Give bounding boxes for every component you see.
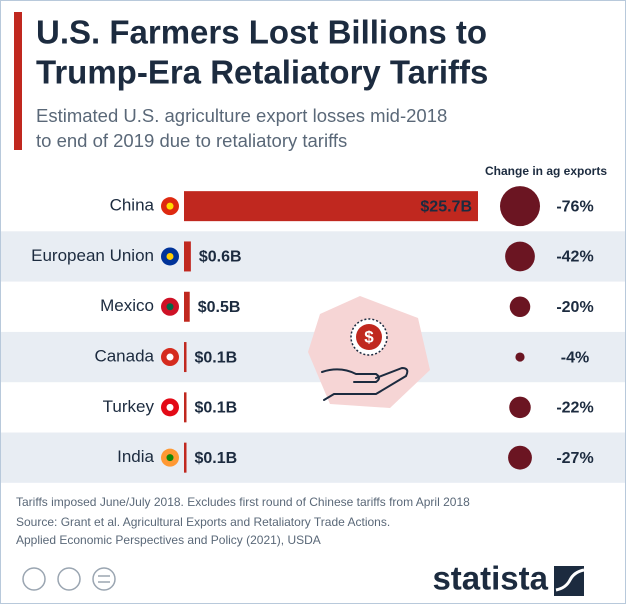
change-bubble [509, 296, 531, 318]
bar [184, 191, 478, 222]
chart-title: U.S. Farmers Lost Billions to [36, 14, 487, 51]
bar [184, 392, 187, 423]
value-label: $0.5B [198, 299, 241, 316]
flag-detail [166, 454, 174, 462]
chart-subtitle: to end of 2019 due to retaliatory tariff… [36, 130, 347, 151]
value-label: $0.1B [195, 450, 238, 467]
brand-logo: statista [432, 560, 548, 597]
bar [184, 342, 187, 373]
chart-title: Trump-Era Retaliatory Tariffs [36, 54, 488, 91]
change-label: -4% [561, 349, 589, 366]
source: Source: Grant et al. Agricultural Export… [16, 515, 390, 529]
bar [184, 291, 190, 322]
value-label: $0.1B [195, 400, 238, 417]
category-label: European Union [31, 246, 154, 265]
column-title: Change in ag exports [485, 164, 607, 178]
value-label: $0.6B [199, 249, 242, 266]
category-label: Mexico [100, 296, 154, 315]
accent-bar [14, 12, 22, 150]
svg-text:$: $ [364, 327, 374, 346]
bar [184, 241, 191, 272]
change-bubble [508, 445, 532, 470]
value-label: $0.1B [195, 349, 238, 366]
source: Applied Economic Perspectives and Policy… [16, 533, 321, 547]
change-bubble [500, 186, 540, 227]
change-label: -22% [556, 400, 593, 417]
brand-icon [554, 566, 585, 596]
flag-detail [166, 403, 174, 411]
license-icons [22, 567, 116, 591]
flag-detail [166, 252, 174, 260]
bar [184, 442, 187, 473]
change-bubble [515, 352, 525, 362]
category-label: China [110, 196, 155, 215]
illustration: $ [308, 296, 430, 408]
change-label: -20% [556, 299, 593, 316]
flag-detail [166, 353, 174, 361]
change-label: -76% [556, 198, 593, 215]
category-label: India [117, 447, 154, 466]
change-label: -42% [556, 249, 593, 266]
category-label: Canada [94, 347, 154, 366]
footnote: Tariffs imposed June/July 2018. Excludes… [16, 495, 470, 509]
flag-detail [166, 202, 174, 210]
change-bubble [509, 396, 531, 419]
change-bubble [505, 241, 535, 272]
flag-detail [166, 303, 174, 311]
change-label: -27% [556, 450, 593, 467]
value-label: $25.7B [420, 198, 472, 215]
chart-subtitle: Estimated U.S. agriculture export losses… [36, 105, 447, 126]
category-label: Turkey [103, 397, 155, 416]
